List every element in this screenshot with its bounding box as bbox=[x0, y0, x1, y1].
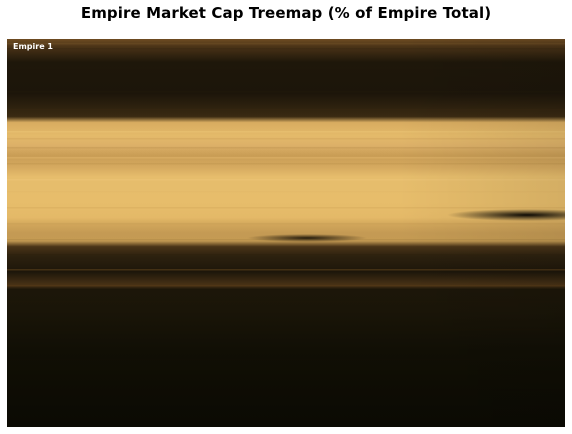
treemap-svg bbox=[7, 39, 565, 427]
texture-shade bbox=[7, 39, 565, 427]
chart-title: Empire Market Cap Treemap (% of Empire T… bbox=[80, 4, 492, 22]
treemap-area: Empire 1 100 bbox=[7, 39, 565, 427]
tile-label-empire-1: Empire 1 bbox=[13, 42, 53, 51]
